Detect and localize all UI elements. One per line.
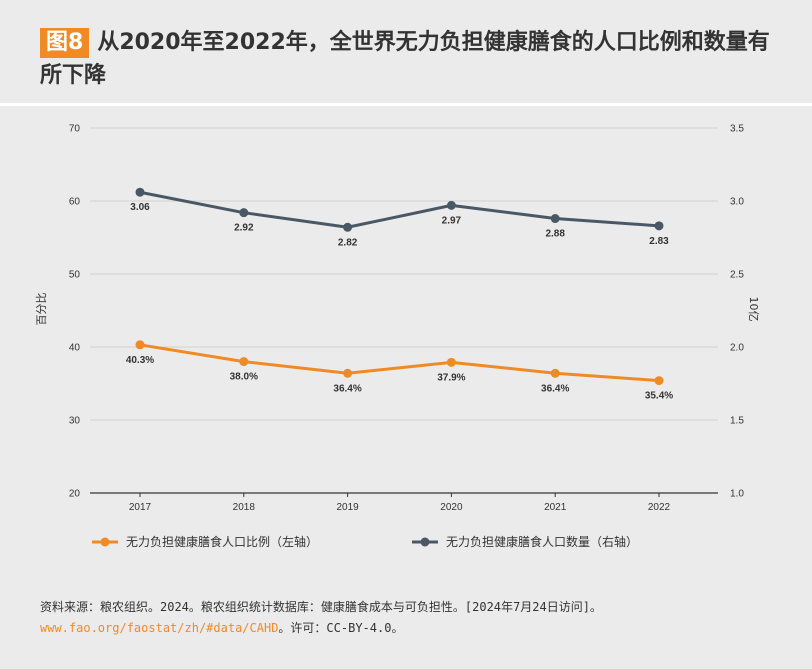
source-link[interactable]: www.fao.org/faostat/zh/#data/CAHD [40,621,279,635]
data-label: 36.4% [541,383,569,394]
left-tick-label: 30 [69,416,81,427]
gridlines [90,127,718,494]
data-label: 2.82 [338,237,358,248]
x-tick-label: 2017 [129,502,152,513]
source-text: 资料来源：粮农组织。2024。粮农组织统计数据库：健康膳食成本与可负担性。[20… [40,600,602,614]
figure-title-text: 从2020年至2022年，全世界无力负担健康膳食的人口比例和数量有所下降 [40,30,770,88]
legend-swatch-marker [420,537,430,547]
data-label: 2.92 [234,223,254,234]
line-chart: 20 30 40 50 60 70 1.0 1.5 2.0 2.5 3.0 3.5 2017 2018 20… [35,124,760,550]
source-suffix: 。许可：CC-BY-4.0。 [278,621,404,635]
data-label: 38.0% [230,372,258,383]
series: 40.3% 38.0% 36.4% 37.9% 36.4% 35.4% 3.06 2.92 2.… [126,187,673,402]
data-point [654,221,664,231]
header-divider [0,103,812,106]
data-label: 37.9% [437,372,465,383]
data-label: 40.3% [126,355,154,366]
x-tick-label: 2021 [544,502,567,513]
left-tick-label: 70 [69,124,81,135]
data-label: 36.4% [333,383,361,394]
x-tick-label: 2020 [440,502,463,513]
data-point [239,208,249,218]
right-tick-label: 2.5 [730,270,744,281]
right-tick-label: 1.5 [730,416,744,427]
data-label: 35.4% [645,391,673,402]
right-tick-label: 2.0 [730,343,744,354]
data-point [239,357,249,367]
data-label: 3.06 [130,202,150,213]
right-axis-title: 10亿 [747,297,760,322]
data-label: 2.88 [545,229,565,240]
data-point [550,368,560,378]
data-point [135,340,145,350]
data-point [654,376,664,386]
chart-panel: 20 30 40 50 60 70 1.0 1.5 2.0 2.5 3.0 3.5 2017 2018 20… [0,106,812,669]
right-tick-label: 3.0 [730,197,744,208]
x-tick-label: 2019 [336,502,359,513]
legend-label: 无力负担健康膳食人口数量（右轴） [446,534,638,549]
left-axis-title: 百分比 [35,293,48,326]
right-tick-label: 3.5 [730,124,744,135]
header: 图8 从2020年至2022年，全世界无力负担健康膳食的人口比例和数量有所下降 [0,0,812,103]
data-point [550,214,560,224]
legend-swatch-marker [100,537,110,547]
data-label: 2.83 [649,236,669,247]
data-point [343,368,353,378]
data-label: 2.97 [442,215,462,226]
series-line [139,190,660,229]
legend-label: 无力负担健康膳食人口比例（左轴） [126,534,318,549]
x-tick-label: 2018 [233,502,256,513]
data-point [135,187,145,197]
left-tick-label: 20 [69,489,81,500]
data-point [446,357,456,367]
series-line [139,343,660,383]
left-tick-label: 40 [69,343,81,354]
legend: 无力负担健康膳食人口比例（左轴） 无力负担健康膳食人口数量（右轴） [92,534,638,549]
left-tick-label: 50 [69,270,81,281]
figure-title: 图8 从2020年至2022年，全世界无力负担健康膳食的人口比例和数量有所下降 [40,26,790,92]
left-tick-label: 60 [69,197,81,208]
source-note: 资料来源：粮农组织。2024。粮农组织统计数据库：健康膳食成本与可负担性。[20… [40,597,785,639]
right-tick-label: 1.0 [730,489,744,500]
data-point [343,222,353,232]
x-tick-label: 2022 [648,502,671,513]
axis-ticks: 20 30 40 50 60 70 1.0 1.5 2.0 2.5 3.0 3.5 2017 2018 20… [69,124,744,514]
figure-badge: 图8 [40,28,90,58]
data-point [446,200,456,210]
